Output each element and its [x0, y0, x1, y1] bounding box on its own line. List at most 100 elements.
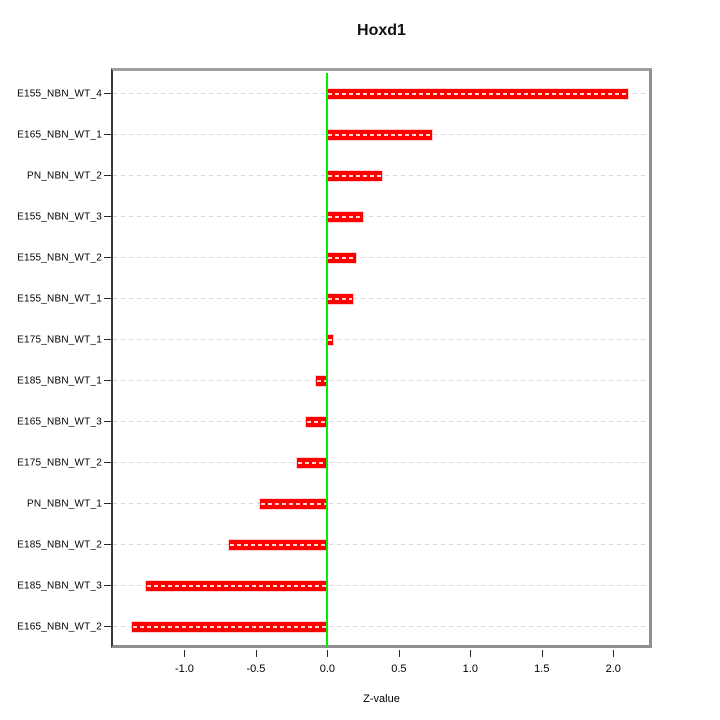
bar-dash-pattern: [306, 420, 327, 423]
y-axis-tick: [104, 461, 111, 463]
gridline: [113, 625, 649, 627]
x-axis-tick-label: 2.0: [605, 663, 621, 675]
gridline: [113, 379, 649, 381]
bar: [315, 375, 328, 386]
gridline: [113, 338, 649, 340]
bar-dash-pattern: [328, 133, 431, 136]
bar: [145, 580, 328, 591]
bar: [327, 252, 356, 263]
bar: [327, 211, 364, 222]
bar: [327, 88, 628, 99]
bar: [327, 129, 432, 140]
bar-row: PN_NBN_WT_2: [27, 155, 649, 196]
y-axis-label: E165_NBN_WT_2: [17, 621, 102, 632]
bar-dash-pattern: [132, 625, 327, 628]
x-axis-tick: [327, 650, 329, 657]
y-axis-tick: [104, 625, 111, 627]
y-axis-tick: [104, 543, 111, 545]
bar-row: E165_NBN_WT_1: [17, 114, 649, 155]
y-axis-tick: [104, 297, 111, 299]
bar-dash-pattern: [328, 338, 333, 341]
bar-row: E175_NBN_WT_1: [17, 319, 649, 360]
y-axis-tick: [104, 133, 111, 135]
bar-row: E155_NBN_WT_2: [17, 237, 649, 278]
x-axis-tick: [613, 650, 615, 657]
y-axis-tick: [104, 420, 111, 422]
gridline: [113, 297, 649, 299]
y-axis-tick: [104, 215, 111, 217]
plot-box: E155_NBN_WT_4 E165_NBN_WT_1 PN_NBN_WT_2 E15…: [17, 68, 652, 675]
bar-row: E185_NBN_WT_1: [17, 360, 649, 401]
y-axis-tick: [104, 338, 111, 340]
y-axis-label: E185_NBN_WT_2: [17, 539, 102, 550]
bar-dash-pattern: [261, 502, 327, 505]
bar-row: E155_NBN_WT_4: [17, 73, 649, 114]
bar-dash-pattern: [298, 461, 327, 464]
bar-row: PN_NBN_WT_1: [27, 483, 649, 524]
gridline: [113, 543, 649, 545]
y-axis-tick: [104, 174, 111, 176]
bar-dash-pattern: [316, 379, 327, 382]
y-axis-label: E185_NBN_WT_3: [17, 580, 102, 591]
y-axis-tick: [104, 92, 111, 94]
x-axis-tick: [470, 650, 472, 657]
bar: [327, 293, 354, 304]
bar-dash-pattern: [328, 92, 627, 95]
bar-row: E155_NBN_WT_1: [17, 278, 649, 319]
x-axis-tick-label: 1.5: [534, 663, 550, 675]
y-axis-label: E155_NBN_WT_3: [17, 211, 102, 222]
x-axis-tick: [184, 650, 186, 657]
gridline: [113, 584, 649, 586]
gridline: [113, 420, 649, 422]
y-axis-label: PN_NBN_WT_2: [27, 170, 102, 181]
bar: [228, 539, 328, 550]
y-axis-label: E155_NBN_WT_4: [17, 88, 102, 99]
y-axis-label: E175_NBN_WT_1: [17, 334, 102, 345]
bar: [327, 334, 334, 345]
y-axis-label: E185_NBN_WT_1: [17, 375, 102, 386]
x-axis-tick-label: 1.0: [462, 663, 478, 675]
x-axis-tick: [541, 650, 543, 657]
bar-row: E155_NBN_WT_3: [17, 196, 649, 237]
bar-row: E165_NBN_WT_2: [17, 606, 649, 647]
bar-row: E185_NBN_WT_2: [17, 524, 649, 565]
y-axis-label: E175_NBN_WT_2: [17, 457, 102, 468]
bar: [297, 457, 328, 468]
bar: [305, 416, 328, 427]
plot-area: E155_NBN_WT_4 E165_NBN_WT_1 PN_NBN_WT_2 E15…: [17, 73, 649, 675]
x-axis-tick-label: 0.0: [319, 663, 336, 675]
y-axis-label: E165_NBN_WT_1: [17, 129, 102, 140]
gridline: [113, 256, 649, 258]
chart-title: Hoxd1: [357, 22, 406, 39]
y-axis-label: PN_NBN_WT_1: [27, 498, 102, 509]
bar-row: E185_NBN_WT_3: [17, 565, 649, 606]
bar: [131, 621, 328, 632]
y-axis-label: E155_NBN_WT_2: [17, 252, 102, 263]
bar-dash-pattern: [146, 584, 327, 587]
x-axis-tick-label: -0.5: [246, 663, 266, 675]
y-axis-label: E165_NBN_WT_3: [17, 416, 102, 427]
gridline: [113, 502, 649, 504]
bar-dash-pattern: [229, 543, 327, 546]
x-axis-tick-label: 0.5: [391, 663, 407, 675]
zero-reference-line: [326, 73, 329, 647]
y-axis-tick: [104, 584, 111, 586]
bar-dash-pattern: [328, 215, 363, 218]
y-axis-tick: [104, 256, 111, 258]
x-axis-tick-label: -1.0: [174, 663, 194, 675]
y-axis-tick: [104, 502, 111, 504]
bar: [260, 498, 328, 509]
bar-dash-pattern: [328, 256, 355, 259]
bar-row: E165_NBN_WT_3: [17, 401, 649, 442]
gridline: [113, 215, 649, 217]
bar: [327, 170, 382, 181]
x-axis-tick: [398, 650, 400, 657]
x-axis-title: Z-value: [363, 693, 400, 705]
bar-dash-pattern: [328, 174, 381, 177]
y-axis-tick: [104, 379, 111, 381]
x-axis-tick: [255, 650, 257, 657]
gridline: [113, 461, 649, 463]
bar-dash-pattern: [328, 297, 353, 300]
y-axis-label: E155_NBN_WT_1: [17, 293, 102, 304]
